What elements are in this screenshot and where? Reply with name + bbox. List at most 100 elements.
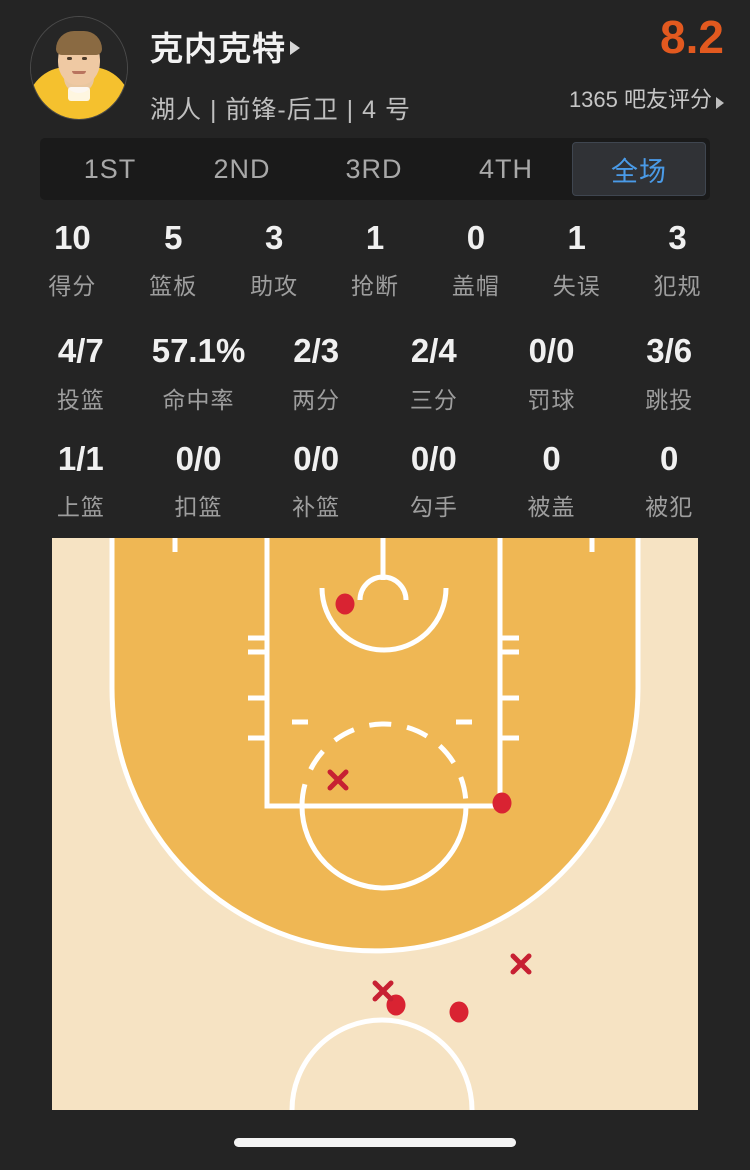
stat-assists: 3 助攻 <box>224 219 325 301</box>
stat-label: 助攻 <box>250 273 299 300</box>
stat-row-shooting: 4/7 投篮 57.1% 命中率 2/3 两分 2/4 三分 0/0 罚球 3/… <box>22 332 728 414</box>
stat-value: 0 <box>542 439 561 477</box>
stat-value: 2/3 <box>293 332 340 370</box>
stat-value: 0/0 <box>175 439 222 477</box>
stat-rebounds: 5 篮板 <box>123 219 224 301</box>
avatar-mouth <box>72 71 86 74</box>
stat-value: 3 <box>668 219 687 256</box>
stat-label: 补篮 <box>292 493 341 520</box>
shot-marker-made[interactable] <box>492 792 512 814</box>
stat-row-shot-types: 1/1 上篮 0/0 扣篮 0/0 补篮 0/0 勾手 0 被盖 0 被犯 <box>22 439 728 522</box>
stat-free-throws: 0/0 罚球 <box>493 332 611 414</box>
tab-4th[interactable]: 4TH <box>478 153 533 184</box>
shot-marker-missed[interactable] <box>372 980 394 1002</box>
three-point-zone-fill <box>112 538 638 951</box>
rim-hoop-icon <box>357 574 409 601</box>
shot-chart-court[interactable] <box>52 538 698 1110</box>
shot-marker-made[interactable] <box>449 1001 469 1023</box>
player-header: 克内克特 湖人 | 前锋-后卫 | 4 号 8.2 1365 吧友评分 <box>0 0 750 130</box>
stat-value: 0/0 <box>293 439 340 477</box>
stat-label: 两分 <box>292 386 341 413</box>
stat-blocks: 0 盖帽 <box>425 219 526 301</box>
lane-hash-marks-right <box>500 635 519 741</box>
shot-marker-made[interactable] <box>335 593 355 615</box>
stat-value: 0 <box>660 439 679 477</box>
stat-value: 2/4 <box>410 332 457 370</box>
stat-label: 盖帽 <box>451 273 500 300</box>
stat-label: 被盖 <box>527 493 576 520</box>
player-name-row[interactable]: 克内克特 <box>150 22 411 70</box>
stat-value: 3/6 <box>646 332 693 370</box>
free-throw-circle-solid <box>299 805 469 891</box>
stat-value: 4/7 <box>57 332 104 370</box>
stat-value: 0/0 <box>410 439 457 477</box>
stat-fouls-drawn: 0 被犯 <box>610 439 728 522</box>
stat-value: 1 <box>567 219 586 256</box>
page-title: 克内克特 <box>150 30 286 67</box>
stat-two-points: 2/3 两分 <box>257 332 375 414</box>
triangle-right-icon <box>716 97 724 110</box>
rating-block[interactable]: 8.2 1365 吧友评分 <box>569 14 724 114</box>
stat-value: 3 <box>264 219 284 256</box>
stat-value: 1 <box>365 219 385 256</box>
three-point-line <box>109 538 641 954</box>
stat-turnovers: 1 失误 <box>526 219 627 301</box>
stat-jump-shots: 3/6 跳投 <box>610 332 728 414</box>
center-circle-arc <box>289 1017 475 1110</box>
stat-steals: 1 抢断 <box>325 219 426 301</box>
stat-label: 命中率 <box>162 386 235 413</box>
stats-grid: 10 得分 5 篮板 3 助攻 1 抢断 0 盖帽 1 失误 3 犯规 4/7 <box>0 219 750 522</box>
stat-three-points: 2/4 三分 <box>375 332 493 414</box>
tab-3rd[interactable]: 3RD <box>345 153 403 184</box>
stat-value: 10 <box>54 219 91 256</box>
tab-full-game[interactable]: 全场 <box>572 142 706 196</box>
stat-label: 得分 <box>48 273 97 300</box>
rating-score: 8.2 <box>660 11 724 63</box>
stat-layups: 1/1 上篮 <box>22 439 140 522</box>
shot-marker-missed[interactable] <box>327 769 349 791</box>
tab-2nd[interactable]: 2ND <box>213 153 271 184</box>
stat-label: 被犯 <box>645 493 694 520</box>
stat-label: 三分 <box>409 386 458 413</box>
rating-count-row[interactable]: 1365 吧友评分 <box>569 82 724 114</box>
stat-label: 投篮 <box>56 386 105 413</box>
avatar-eye-right <box>82 57 87 60</box>
stat-fouls: 3 犯规 <box>627 219 728 301</box>
stat-field-goals: 4/7 投篮 <box>22 332 140 414</box>
free-throw-circle-dashed <box>299 721 469 807</box>
period-tabbar: 1ST 2ND 3RD 4TH 全场 <box>40 138 710 200</box>
stat-label: 上篮 <box>56 493 105 520</box>
shot-marker-missed[interactable] <box>510 953 532 975</box>
stat-value: 1/1 <box>57 439 104 477</box>
stat-label: 扣篮 <box>174 493 223 520</box>
stat-value: 57.1% <box>151 332 246 370</box>
court-diagram <box>52 538 698 1110</box>
stat-points: 10 得分 <box>22 219 123 301</box>
baseline-hash-marks <box>172 538 595 552</box>
rating-count-label: 1365 吧友评分 <box>568 87 712 112</box>
stat-label: 篮板 <box>149 273 198 300</box>
stat-value: 0/0 <box>528 332 575 370</box>
stat-label: 罚球 <box>527 386 576 413</box>
stat-shots-blocked: 0 被盖 <box>493 439 611 522</box>
tab-1st[interactable]: 1ST <box>83 153 137 184</box>
stat-dunks: 0/0 扣篮 <box>140 439 258 522</box>
stat-label: 失误 <box>552 273 601 300</box>
stat-putbacks: 0/0 补篮 <box>257 439 375 522</box>
stat-label: 跳投 <box>645 386 694 413</box>
stat-value: 0 <box>466 219 486 256</box>
triangle-right-icon <box>290 41 300 55</box>
player-meta: 湖人 | 前锋-后卫 | 4 号 <box>150 96 411 124</box>
stat-hook-shots: 0/0 勾手 <box>375 439 493 522</box>
player-identity: 克内克特 湖人 | 前锋-后卫 | 4 号 <box>150 14 411 126</box>
paint-key-lines <box>264 538 503 809</box>
stat-label: 抢断 <box>351 273 399 300</box>
avatar-eye-left <box>67 57 72 60</box>
restricted-area-arc <box>319 587 449 653</box>
home-indicator-bar[interactable] <box>234 1138 516 1147</box>
stat-label: 勾手 <box>409 493 458 520</box>
lane-hash-marks-left <box>248 635 267 741</box>
stat-fg-percent: 57.1% 命中率 <box>140 332 258 414</box>
stat-value: 5 <box>164 219 183 256</box>
avatar[interactable] <box>30 16 128 120</box>
